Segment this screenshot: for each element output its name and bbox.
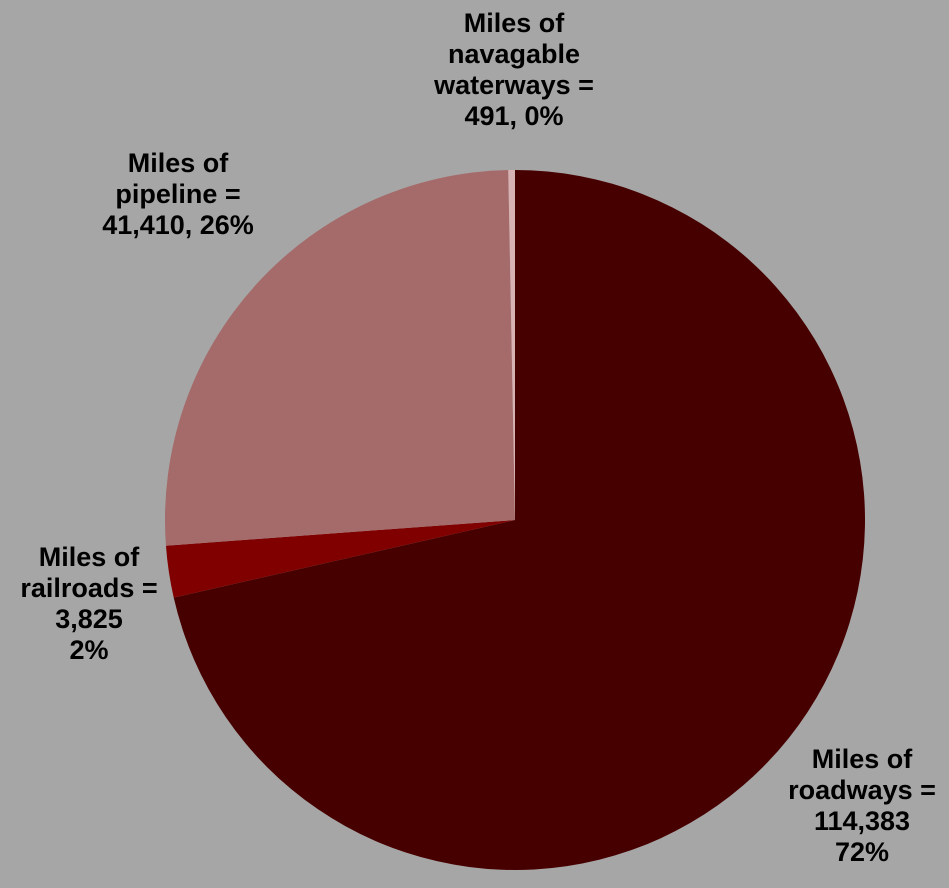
data-label-line: waterways = [433, 70, 594, 100]
data-label-line: 41,410, 26% [102, 210, 254, 240]
data-label-line: navagable [448, 39, 580, 69]
data-label-line: 114,383 [814, 806, 910, 836]
data-label-line: 491, 0% [464, 101, 563, 131]
pie-slice-miles-of-roadways [173, 170, 866, 870]
data-label-line: roadways = [788, 775, 936, 805]
data-label-miles-of-roadways: Miles of roadways = 114,383 72% [788, 744, 936, 867]
data-label-line: 3,825 [55, 604, 123, 634]
data-label-miles-of-railroads: Miles of railroads = 3,825 2% [20, 542, 157, 665]
data-label-line: Miles of [812, 744, 914, 774]
pie-slice-miles-of-navagable-waterways [508, 169, 515, 520]
pie-slice-miles-of-pipeline [165, 170, 515, 546]
data-label-line: 72% [835, 837, 889, 867]
data-label-line: 2% [69, 635, 108, 665]
data-label-line: Miles of [39, 542, 141, 572]
data-label-line: Miles of [128, 148, 230, 178]
data-label-line: Miles of [464, 8, 566, 38]
data-label-line: pipeline = [115, 179, 240, 209]
pie-slice-miles-of-railroads [165, 520, 515, 598]
data-label-line: railroads = [20, 573, 157, 603]
data-label-miles-of-pipeline: Miles of pipeline = 41,410, 26% [102, 148, 254, 240]
data-label-miles-of-navagable-waterways: Miles of navagable waterways = 491, 0% [433, 8, 594, 131]
